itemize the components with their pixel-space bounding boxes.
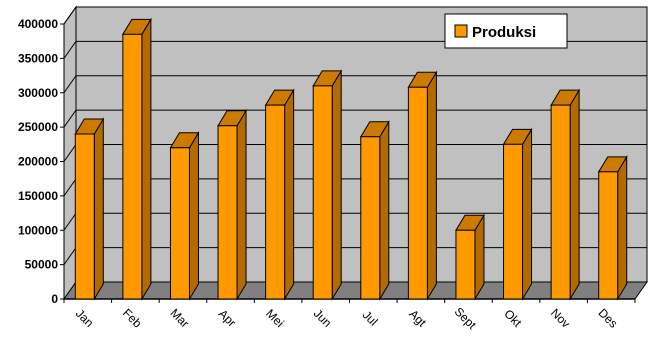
y-tick-label: 300000 [18,86,58,100]
x-tick-label: Des [596,306,621,331]
y-tick-label: 50000 [25,258,59,272]
bar [264,88,295,301]
bar-side [188,130,199,301]
legend: Produksi [444,13,568,49]
bar-front [360,136,381,300]
bar-front [503,143,524,300]
x-tick-label: Jun [311,306,335,330]
legend-label: Produksi [472,24,536,41]
y-tick-label: 350000 [18,51,58,65]
bar [407,70,438,301]
bar-front [169,147,190,300]
bar-side [93,117,104,301]
bar-front [217,125,238,300]
x-tick-label: Mar [168,306,193,331]
bar-front [455,229,476,300]
bar [502,127,533,301]
x-tick-label: Nov [548,306,573,331]
bar [169,130,200,301]
x-tick-label: Apr [216,307,239,330]
bar [597,155,628,301]
bar [312,69,343,301]
y-tick-label: 400000 [18,17,58,31]
bar-side [426,70,437,301]
x-tick-label: Feb [120,306,145,331]
x-tick-label: Jan [73,306,97,330]
x-axis: Jan Feb Mar Apr Mei Jun Jul Agt Sept Okt Nov Des [63,298,636,332]
bar-front [74,133,95,300]
y-tick-label: 0 [51,292,58,306]
bar-front [265,104,286,300]
bar [359,119,390,301]
bar-side [284,88,295,301]
x-tick-label: Jul [360,308,381,329]
y-tick-label: 250000 [18,120,58,134]
x-tick-label: Agt [406,307,429,330]
x-tick-label: Mei [263,306,287,330]
gridline [63,75,647,94]
bar-front [312,85,333,300]
x-tick-label: Sept [452,304,480,332]
y-tick-label: 150000 [18,189,58,203]
bar [74,117,105,301]
gridline [63,6,647,25]
bar [217,108,247,301]
y-tick-label: 200000 [18,155,58,169]
bar-side [379,119,390,301]
bar-side [236,108,247,301]
y-tick-label: 100000 [18,223,58,237]
bar [550,88,581,301]
gridline [63,109,647,128]
x-tick-label: Okt [501,307,525,331]
bar-front [598,171,619,300]
legend-swatch [454,24,468,38]
bar-side [569,88,580,301]
bar-side [331,69,342,301]
bar-side [522,127,533,301]
bar [121,17,152,301]
bar-front [407,86,428,300]
bar-front [122,33,143,300]
bar-series-produksi [74,17,628,301]
bar [455,213,485,301]
bar-side [141,17,152,301]
bar-front [550,104,571,300]
y-axis: 0 50000 100000 150000 200000 250000 300000 3500… [18,17,65,306]
bar-side [617,155,628,301]
